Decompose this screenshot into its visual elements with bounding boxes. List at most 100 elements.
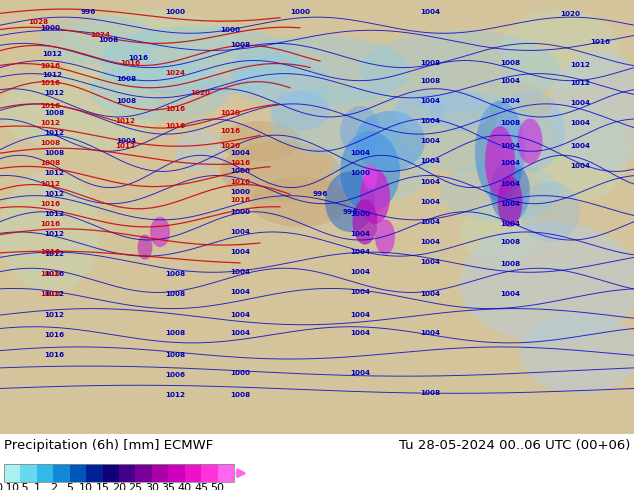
Ellipse shape [490,161,530,222]
Bar [37,465,53,482]
Text: 35: 35 [161,483,175,490]
Ellipse shape [360,169,390,224]
Text: 1004: 1004 [350,270,370,275]
Ellipse shape [363,164,377,189]
Text: 1004: 1004 [350,150,370,156]
Text: 1000: 1000 [165,9,185,15]
Ellipse shape [220,141,340,202]
Ellipse shape [380,91,540,172]
Text: 1012: 1012 [44,292,64,297]
Text: 1004: 1004 [350,330,370,336]
Text: 1004: 1004 [500,143,520,149]
Text: 1000: 1000 [230,209,250,215]
Text: 1016: 1016 [40,292,60,297]
Text: 45: 45 [194,483,208,490]
Bar [201,465,217,482]
Text: 1008: 1008 [500,59,520,66]
Text: 1012: 1012 [44,130,64,136]
Ellipse shape [90,60,230,121]
Text: 1004: 1004 [420,330,440,336]
Text: 1004: 1004 [230,270,250,275]
Text: 1000: 1000 [230,169,250,174]
Text: 1: 1 [34,483,41,490]
Bar [119,465,136,482]
Ellipse shape [230,35,410,106]
Ellipse shape [330,141,430,202]
Text: 1000: 1000 [290,9,310,15]
Text: 1008: 1008 [116,75,136,82]
Ellipse shape [0,172,100,293]
Ellipse shape [475,101,525,202]
Bar [217,465,234,482]
Text: 1004: 1004 [420,292,440,297]
Text: 1012: 1012 [44,90,64,96]
Text: 1004: 1004 [500,292,520,297]
Ellipse shape [440,161,560,222]
Ellipse shape [485,126,515,196]
Ellipse shape [270,91,330,131]
Text: 1000: 1000 [230,189,250,195]
Text: 1004: 1004 [420,178,440,185]
Ellipse shape [250,176,350,227]
Text: 1000: 1000 [230,370,250,376]
Text: 1012: 1012 [42,72,62,77]
Text: 1004: 1004 [230,150,250,156]
Text: 1016: 1016 [165,123,185,129]
Text: 1004: 1004 [570,120,590,126]
Text: 1004: 1004 [500,160,520,167]
Text: 1008: 1008 [420,59,440,66]
Ellipse shape [270,86,410,156]
Ellipse shape [340,131,400,212]
Text: 1020: 1020 [220,110,240,116]
Text: 1012: 1012 [44,251,64,257]
Text: 1016: 1016 [230,160,250,167]
Text: 10: 10 [79,483,93,490]
Ellipse shape [530,101,630,202]
Text: 1016: 1016 [44,332,64,338]
Ellipse shape [460,202,540,262]
Ellipse shape [60,10,240,91]
Text: 1004: 1004 [350,231,370,237]
Text: 1012: 1012 [44,312,64,318]
Text: 1004: 1004 [500,98,520,104]
Text: 25: 25 [128,483,143,490]
Ellipse shape [360,30,560,111]
Ellipse shape [520,313,634,393]
Ellipse shape [520,181,580,242]
Text: 0.1: 0.1 [0,483,13,490]
Text: 1008: 1008 [420,78,440,84]
Ellipse shape [175,131,225,172]
Text: 1012: 1012 [570,80,590,86]
Text: 1024: 1024 [90,32,110,38]
Ellipse shape [138,235,153,260]
Text: 1016: 1016 [590,39,610,46]
Text: 1008: 1008 [116,98,136,104]
Text: 1004: 1004 [420,219,440,225]
Text: 1008: 1008 [165,292,185,297]
Text: 1004: 1004 [500,78,520,84]
Text: 1000: 1000 [40,25,60,31]
Text: 1008: 1008 [500,261,520,267]
Text: 1016: 1016 [128,55,148,61]
Text: 1020: 1020 [190,90,210,96]
Ellipse shape [498,176,522,227]
Bar [103,465,119,482]
Text: 1016: 1016 [44,271,64,277]
Text: 1016: 1016 [120,59,140,66]
Text: 1004: 1004 [230,229,250,235]
Text: 1008: 1008 [165,330,185,336]
Ellipse shape [0,71,160,151]
Text: 1020: 1020 [560,11,580,17]
Text: 1008: 1008 [44,110,64,116]
Ellipse shape [517,119,543,164]
Text: 1004: 1004 [420,98,440,104]
Text: 1008: 1008 [165,271,185,277]
Text: 1004: 1004 [570,143,590,149]
Text: 50: 50 [210,483,224,490]
Text: 0.5: 0.5 [11,483,29,490]
Bar [152,465,168,482]
Text: 1016: 1016 [40,271,60,277]
Text: 1004: 1004 [500,201,520,207]
Ellipse shape [495,91,565,172]
Text: 20: 20 [112,483,126,490]
